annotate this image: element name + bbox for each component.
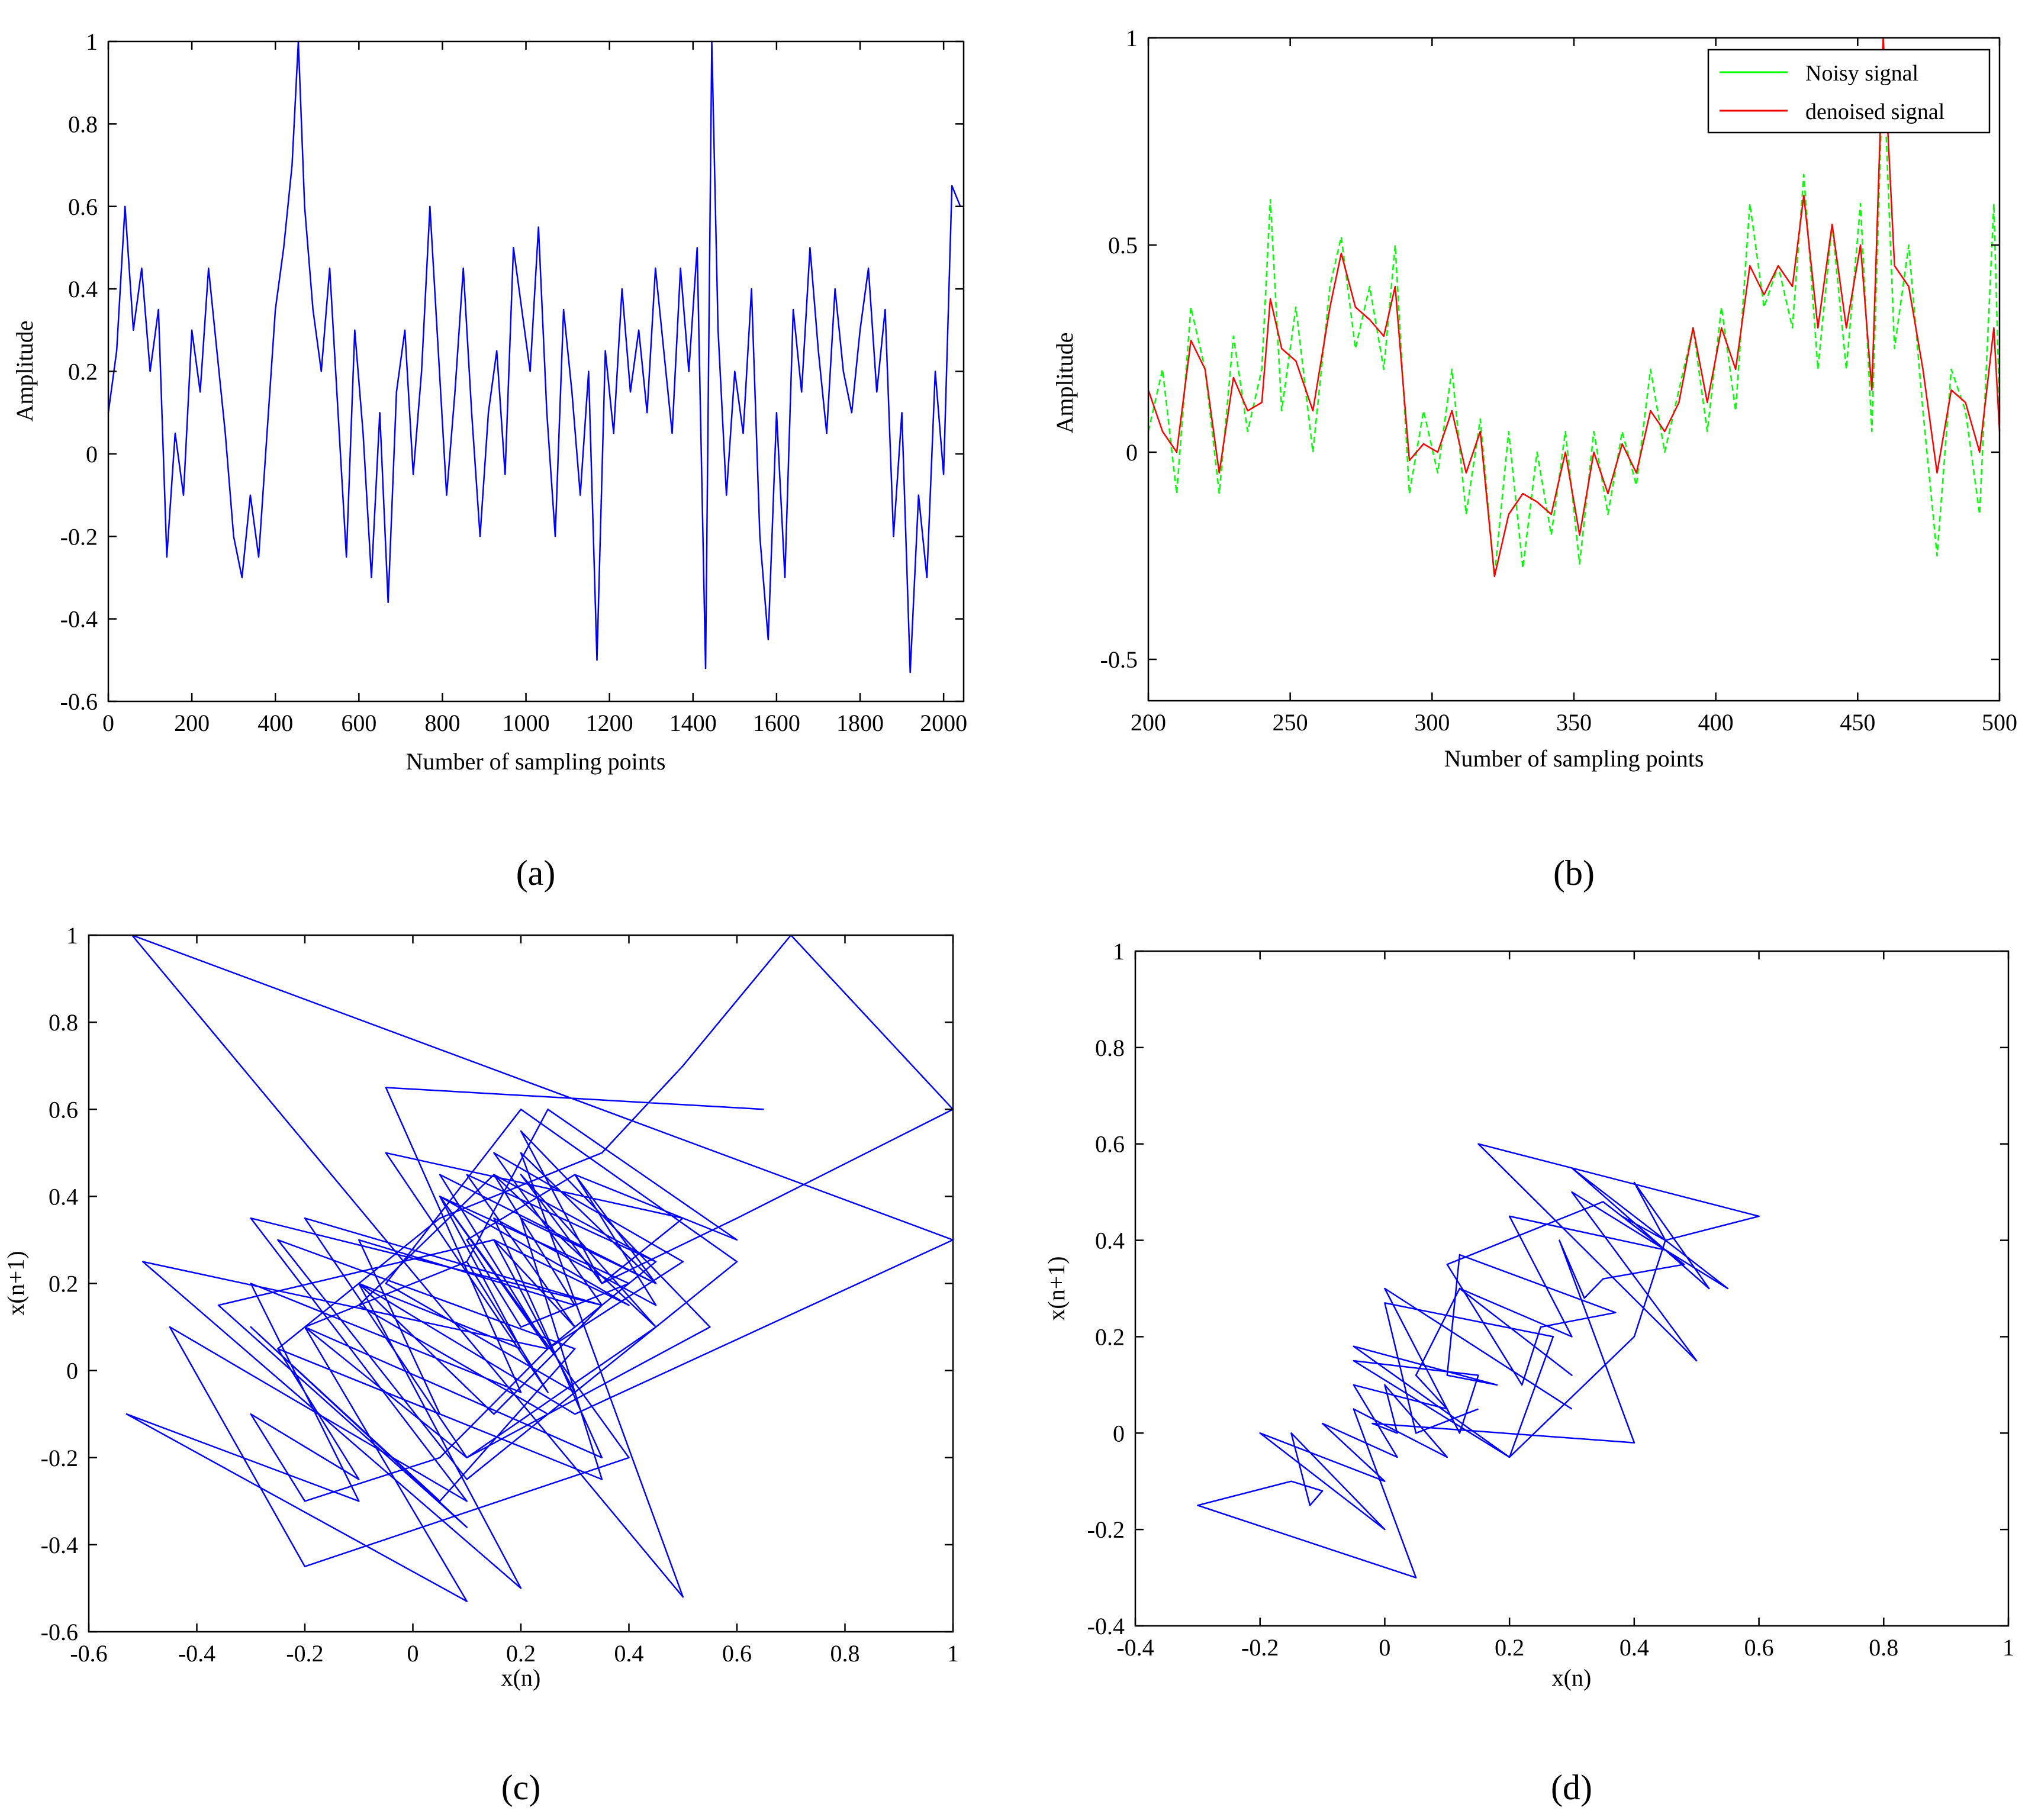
x-tick-label: 0.2 — [1495, 1634, 1524, 1661]
y-tick-label: 1 — [86, 28, 98, 55]
x-tick-label: 0.8 — [830, 1640, 860, 1667]
y-tick-label: 0.8 — [49, 1009, 78, 1036]
x-tick-label: 450 — [1840, 709, 1875, 736]
y-tick-label: 0.2 — [49, 1271, 78, 1297]
y-tick-label: -0.5 — [1100, 646, 1138, 673]
x-tick-label: 1 — [2002, 1634, 2014, 1661]
panel-d-ylabel: x(n+1) — [1043, 1256, 1070, 1320]
x-tick-label: 0.6 — [722, 1640, 752, 1667]
y-tick-label: 1 — [1113, 938, 1125, 965]
x-tick-label: 1200 — [586, 710, 633, 736]
panel-b-ylabel: Amplitude — [1051, 332, 1078, 433]
x-tick-label: 1600 — [753, 710, 800, 736]
x-tick-label: 0 — [407, 1640, 419, 1667]
y-tick-label: 0.6 — [68, 194, 98, 220]
panel-b-xlabel: Number of sampling points — [1444, 745, 1704, 772]
series-phase-space-panel-d — [1197, 1143, 1760, 1579]
panel-c-ticks: -0.6 -0.4 -0.2 0 0.2 0.4 0.6 0.8 1 -0.6 -0.4 -0.2 0 0… — [41, 922, 959, 1667]
x-tick-label: 0.8 — [1869, 1634, 1898, 1661]
x-tick-label: 200 — [174, 710, 210, 736]
y-tick-label: 0.6 — [49, 1096, 78, 1123]
x-tick-label: 0.4 — [1620, 1634, 1649, 1661]
x-tick-label: 0.6 — [1744, 1634, 1774, 1661]
panel-c: -0.6 -0.4 -0.2 0 0.2 0.4 0.6 0.8 1 -0.6 -0.4 -0.2 0 0… — [2, 922, 959, 1807]
panel-d-frame — [1134, 950, 2010, 1627]
x-tick-label: 0 — [1379, 1634, 1390, 1661]
panel-d-ticks: -0.4 -0.2 0 0.2 0.4 0.6 0.8 1 -0.4 -0.2 0 0.2 0.4 0.6… — [1087, 938, 2014, 1661]
panel-c-xlabel: x(n) — [501, 1664, 541, 1691]
y-tick-label: 0.2 — [1095, 1323, 1125, 1350]
x-tick-label: 400 — [257, 710, 293, 736]
y-tick-label: 0 — [1126, 439, 1138, 466]
x-tick-label: 200 — [1131, 709, 1166, 736]
y-tick-label: 0.8 — [1095, 1035, 1125, 1061]
series-noisy-signal-panel-b — [1147, 57, 2001, 578]
y-tick-label: -0.2 — [60, 523, 98, 550]
x-tick-label: -0.4 — [178, 1640, 215, 1667]
panel-a-ticks: 0 200 400 600 800 1000 1200 1400 1600 1800 2000 -0.… — [60, 28, 967, 736]
y-tick-label: 0.4 — [49, 1183, 78, 1210]
x-tick-label: 2000 — [920, 710, 967, 736]
x-tick-label: 350 — [1556, 709, 1592, 736]
series-phase-space-panel-c — [125, 934, 954, 1602]
x-tick-label: 400 — [1698, 709, 1734, 736]
y-tick-label: 0.8 — [68, 111, 98, 137]
x-tick-label: -0.6 — [70, 1640, 107, 1667]
panel-d-label: (d) — [1551, 1768, 1592, 1807]
x-tick-label: 1800 — [836, 710, 884, 736]
y-tick-label: 1 — [66, 922, 78, 949]
x-tick-label: 250 — [1273, 709, 1308, 736]
panel-d-xlabel: x(n) — [1552, 1664, 1592, 1691]
panel-a-plot — [107, 40, 961, 674]
y-tick-label: 1 — [1126, 25, 1138, 51]
x-tick-label: 1400 — [669, 710, 717, 736]
panel-c-label: (c) — [501, 1768, 541, 1807]
x-tick-label: 0.4 — [614, 1640, 644, 1667]
y-tick-label: -0.4 — [60, 606, 98, 633]
y-tick-label: 0 — [1113, 1420, 1125, 1447]
x-tick-label: 0 — [102, 710, 114, 736]
y-tick-label: 0.5 — [1108, 232, 1138, 259]
x-tick-label: 300 — [1414, 709, 1450, 736]
panel-b-ticks: 200 250 300 350 400 450 500 -0.5 0 0.5 1 — [1100, 25, 2017, 736]
panel-c-ylabel: x(n+1) — [2, 1251, 29, 1315]
y-tick-label: -0.2 — [1087, 1516, 1125, 1543]
x-tick-label: -0.4 — [1116, 1634, 1154, 1661]
panel-b-plot — [1147, 37, 2001, 578]
y-tick-label: -0.6 — [41, 1619, 78, 1645]
panel-b: 200 250 300 350 400 450 500 -0.5 0 0.5 1 Noisy sig… — [1051, 25, 2017, 893]
panel-c-plot — [125, 934, 954, 1602]
x-tick-label: 800 — [424, 710, 460, 736]
panel-b-label: (b) — [1553, 853, 1595, 893]
y-tick-label: -0.4 — [1087, 1613, 1125, 1639]
y-tick-label: 0.6 — [1095, 1131, 1125, 1158]
legend-label-denoised: denoised signal — [1805, 99, 1944, 124]
panel-a-label: (a) — [516, 853, 556, 893]
y-tick-label: 0.4 — [68, 276, 98, 302]
y-tick-label: -0.6 — [60, 688, 98, 715]
x-tick-label: 500 — [1982, 709, 2017, 736]
series-denoised-signal-panel-b — [1147, 37, 2001, 578]
x-tick-label: -0.2 — [1241, 1634, 1279, 1661]
panel-a-ylabel: Amplitude — [11, 320, 38, 421]
y-tick-label: 0.2 — [68, 359, 98, 385]
panel-a-xlabel: Number of sampling points — [406, 748, 666, 775]
x-tick-label: -0.2 — [286, 1640, 323, 1667]
legend-label-noisy: Noisy signal — [1805, 61, 1918, 86]
panel-a: 0 200 400 600 800 1000 1200 1400 1600 1800 2000 -0.… — [11, 28, 967, 893]
panel-d-plot — [1197, 1143, 1760, 1579]
x-tick-label: 0.2 — [506, 1640, 536, 1667]
x-tick-label: 1000 — [503, 710, 550, 736]
y-tick-label: 0.4 — [1095, 1228, 1125, 1254]
y-tick-label: 0 — [66, 1358, 78, 1384]
series-signal-panel-a — [107, 40, 961, 674]
x-tick-label: 1 — [947, 1640, 959, 1667]
panel-d: -0.4 -0.2 0 0.2 0.4 0.6 0.8 1 -0.4 -0.2 0 0.2 0.4 0.6… — [1043, 938, 2014, 1807]
panel-b-legend: Noisy signal denoised signal — [1707, 49, 1991, 134]
y-tick-label: 0 — [86, 441, 98, 468]
y-tick-label: -0.2 — [41, 1445, 78, 1471]
y-tick-label: -0.4 — [41, 1532, 78, 1558]
x-tick-label: 600 — [341, 710, 376, 736]
